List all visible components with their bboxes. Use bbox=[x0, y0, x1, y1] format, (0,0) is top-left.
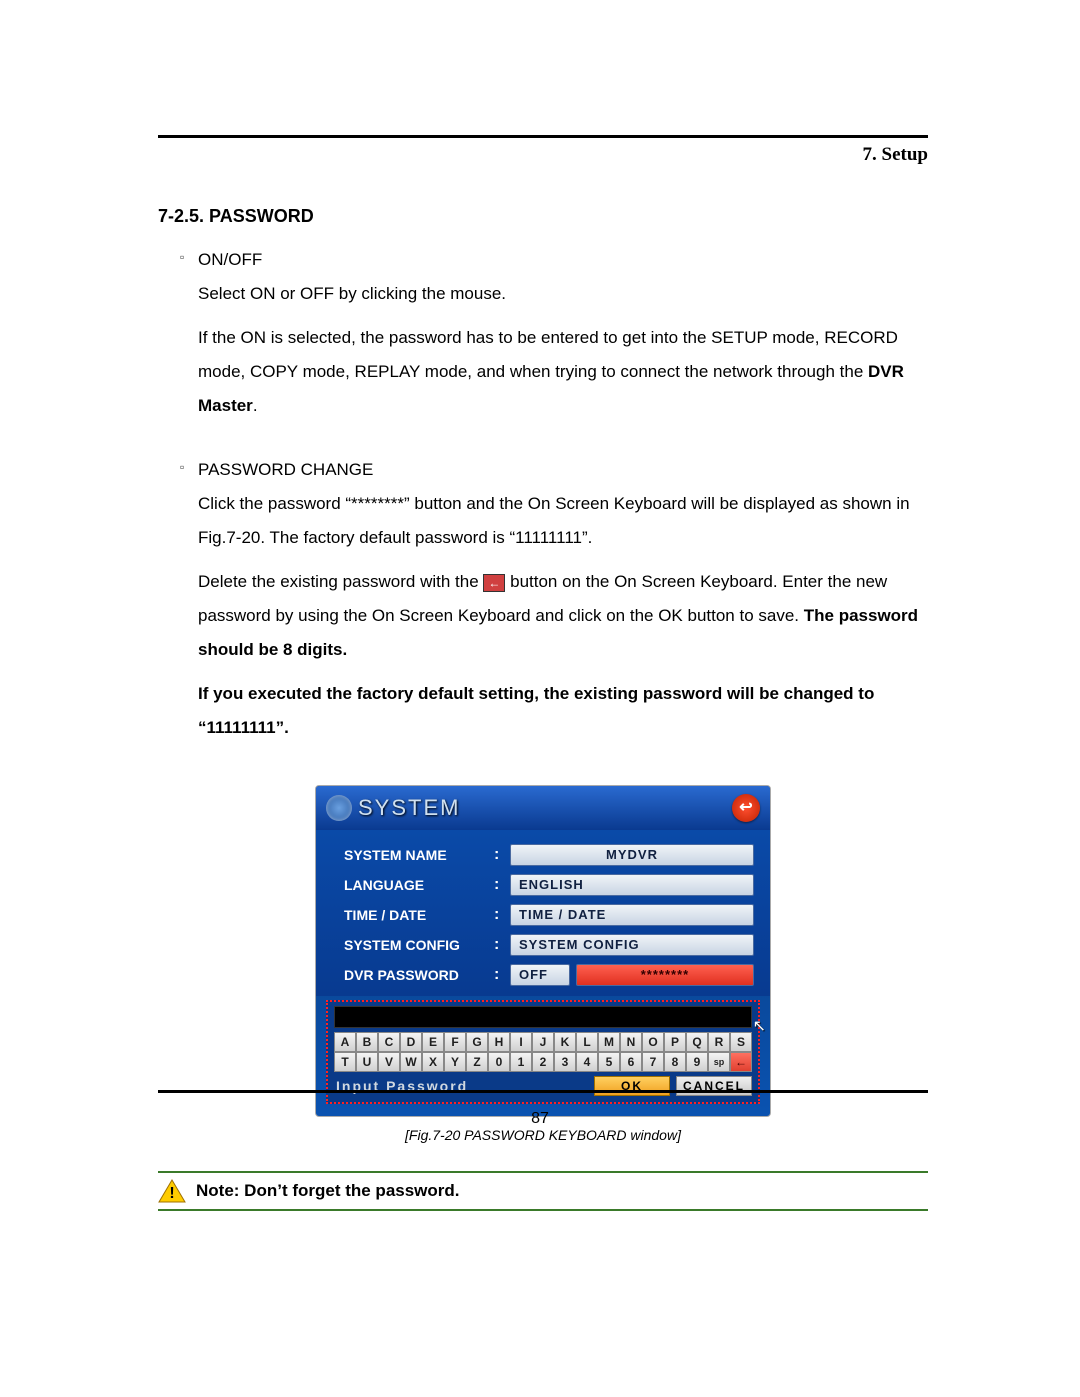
bullet-onoff: ON/OFF bbox=[198, 243, 928, 277]
key-a[interactable]: A bbox=[334, 1032, 356, 1052]
key-e[interactable]: E bbox=[422, 1032, 444, 1052]
key-2[interactable]: 2 bbox=[532, 1052, 554, 1072]
key-f[interactable]: F bbox=[444, 1032, 466, 1052]
bullet2-title: PASSWORD CHANGE bbox=[198, 460, 373, 479]
field-password-toggle[interactable]: OFF bbox=[510, 964, 570, 986]
key-o[interactable]: O bbox=[642, 1032, 664, 1052]
key-v[interactable]: V bbox=[378, 1052, 400, 1072]
key-5[interactable]: 5 bbox=[598, 1052, 620, 1072]
bullet1-line1: Select ON or OFF by clicking the mouse. bbox=[198, 277, 928, 311]
key-8[interactable]: 8 bbox=[664, 1052, 686, 1072]
field-system-name[interactable]: MYDVR bbox=[510, 844, 754, 866]
key-k[interactable]: K bbox=[554, 1032, 576, 1052]
key-m[interactable]: M bbox=[598, 1032, 620, 1052]
field-language[interactable]: ENGLISH bbox=[510, 874, 754, 896]
key-space[interactable]: sp bbox=[708, 1052, 730, 1072]
key-6[interactable]: 6 bbox=[620, 1052, 642, 1072]
back-button[interactable]: ↩ bbox=[732, 794, 760, 822]
key-i[interactable]: I bbox=[510, 1032, 532, 1052]
key-g[interactable]: G bbox=[466, 1032, 488, 1052]
key-backspace[interactable]: ← bbox=[730, 1052, 752, 1072]
label-language: LANGUAGE bbox=[344, 877, 494, 893]
key-3[interactable]: 3 bbox=[554, 1052, 576, 1072]
key-b[interactable]: B bbox=[356, 1032, 378, 1052]
bullet2-line1: Click the password “********” button and… bbox=[198, 487, 928, 555]
bullet2-line2: Delete the existing password with the ← … bbox=[198, 565, 928, 667]
key-4[interactable]: 4 bbox=[576, 1052, 598, 1072]
note-rule-bottom bbox=[158, 1209, 928, 1211]
note-bar: ! Note: Don’t forget the password. bbox=[158, 1177, 928, 1205]
key-s[interactable]: S bbox=[730, 1032, 752, 1052]
key-l[interactable]: L bbox=[576, 1032, 598, 1052]
field-system-config[interactable]: SYSTEM CONFIG bbox=[510, 934, 754, 956]
page-number: 87 bbox=[0, 1110, 1080, 1128]
key-z[interactable]: Z bbox=[466, 1052, 488, 1072]
chapter-label: 7. Setup bbox=[158, 144, 928, 166]
key-p[interactable]: P bbox=[664, 1032, 686, 1052]
bullet1-line2: If the ON is selected, the password has … bbox=[198, 321, 928, 423]
backspace-icon: ← bbox=[483, 574, 505, 592]
note-prefix: Note bbox=[196, 1181, 234, 1200]
note-text: Note: Don’t forget the password. bbox=[196, 1181, 460, 1201]
label-time-date: TIME / DATE bbox=[344, 907, 494, 923]
key-y[interactable]: Y bbox=[444, 1052, 466, 1072]
key-d[interactable]: D bbox=[400, 1032, 422, 1052]
warning-icon: ! bbox=[158, 1179, 186, 1203]
field-password-mask[interactable]: ******** bbox=[576, 964, 754, 986]
note-rule-top bbox=[158, 1171, 928, 1173]
onscreen-keyboard: ABCDEFGHIJKLMNOPQRS TUVWXYZ0123456789sp←… bbox=[326, 1000, 760, 1104]
cursor-icon: ↖ bbox=[753, 1016, 766, 1036]
key-w[interactable]: W bbox=[400, 1052, 422, 1072]
key-j[interactable]: J bbox=[532, 1032, 554, 1052]
key-0[interactable]: 0 bbox=[488, 1052, 510, 1072]
key-1[interactable]: 1 bbox=[510, 1052, 532, 1072]
label-system-config: SYSTEM CONFIG bbox=[344, 937, 494, 953]
bold-para: If you executed the factory default sett… bbox=[198, 677, 928, 745]
gear-icon bbox=[326, 795, 352, 821]
system-window: SYSTEM ↩ SYSTEM NAME : MYDVR LANGUAGE : … bbox=[315, 785, 771, 1117]
top-rule bbox=[158, 135, 928, 138]
keyboard-display bbox=[334, 1006, 752, 1028]
ok-button[interactable]: OK bbox=[594, 1076, 670, 1096]
key-r[interactable]: R bbox=[708, 1032, 730, 1052]
label-dvr-password: DVR PASSWORD bbox=[344, 967, 494, 983]
svg-text:!: ! bbox=[169, 1185, 174, 1202]
field-time-date[interactable]: TIME / DATE bbox=[510, 904, 754, 926]
key-q[interactable]: Q bbox=[686, 1032, 708, 1052]
bottom-rule bbox=[158, 1090, 928, 1093]
key-c[interactable]: C bbox=[378, 1032, 400, 1052]
key-x[interactable]: X bbox=[422, 1052, 444, 1072]
figure-caption: [Fig.7-20 PASSWORD KEYBOARD window] bbox=[158, 1127, 928, 1143]
cancel-button[interactable]: CANCEL bbox=[676, 1076, 752, 1096]
key-9[interactable]: 9 bbox=[686, 1052, 708, 1072]
key-n[interactable]: N bbox=[620, 1032, 642, 1052]
key-u[interactable]: U bbox=[356, 1052, 378, 1072]
key-7[interactable]: 7 bbox=[642, 1052, 664, 1072]
bullet1-title: ON/OFF bbox=[198, 250, 262, 269]
system-title: SYSTEM bbox=[358, 795, 460, 821]
key-h[interactable]: H bbox=[488, 1032, 510, 1052]
key-t[interactable]: T bbox=[334, 1052, 356, 1072]
system-titlebar: SYSTEM ↩ bbox=[316, 786, 770, 830]
section-title: 7-2.5. PASSWORD bbox=[158, 206, 928, 227]
label-system-name: SYSTEM NAME bbox=[344, 847, 494, 863]
bullet-pwdchange: PASSWORD CHANGE bbox=[198, 453, 928, 487]
